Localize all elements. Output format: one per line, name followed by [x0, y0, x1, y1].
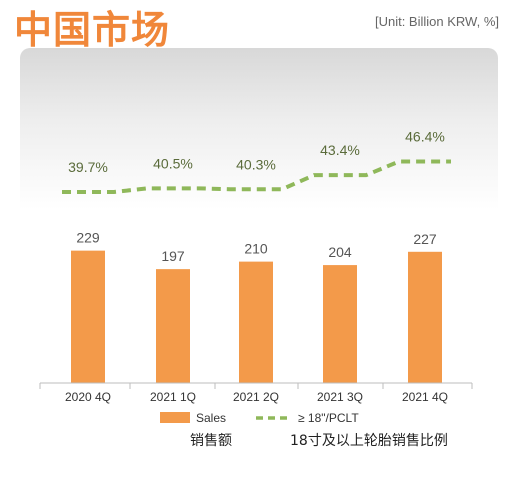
bar-value-label: 210: [244, 241, 268, 257]
x-tick-label: 2021 4Q: [402, 390, 448, 404]
line-series-ratio: [62, 159, 451, 194]
bar-sales: [323, 265, 357, 383]
legend-swatch-sales: [160, 412, 190, 423]
bar-value-label: 197: [161, 248, 185, 264]
bar-sales: [156, 269, 190, 383]
line-value-label: 46.4%: [405, 129, 445, 145]
bar-value-label: 227: [413, 231, 437, 247]
bar-sales: [408, 251, 442, 383]
bar-value-label: 204: [328, 244, 352, 260]
x-tick-label: 2020 4Q: [65, 390, 111, 404]
legend-label-ratio: ≥ 18"/PCLT: [298, 411, 359, 425]
page-title: 中国市场: [14, 8, 171, 52]
ratio-chinese-label: 18寸及以上轮胎销售比例: [290, 433, 448, 449]
chart-background-panel: [20, 48, 498, 210]
bar-sales: [71, 250, 105, 383]
x-tick-label: 2021 1Q: [150, 390, 196, 404]
unit-label: [Unit: Billion KRW, %]: [374, 14, 499, 29]
line-value-label: 39.7%: [68, 159, 108, 175]
sales-chinese-label: 销售额: [190, 433, 232, 449]
legend-label-sales: Sales: [196, 411, 226, 425]
x-tick-label: 2021 2Q: [233, 390, 279, 404]
line-value-label: 43.4%: [320, 142, 360, 158]
line-value-label: 40.3%: [236, 156, 276, 172]
bar-value-label: 229: [76, 230, 100, 246]
x-tick-label: 2021 3Q: [317, 390, 363, 404]
line-value-label: 40.5%: [153, 155, 193, 171]
bar-sales: [239, 261, 273, 383]
